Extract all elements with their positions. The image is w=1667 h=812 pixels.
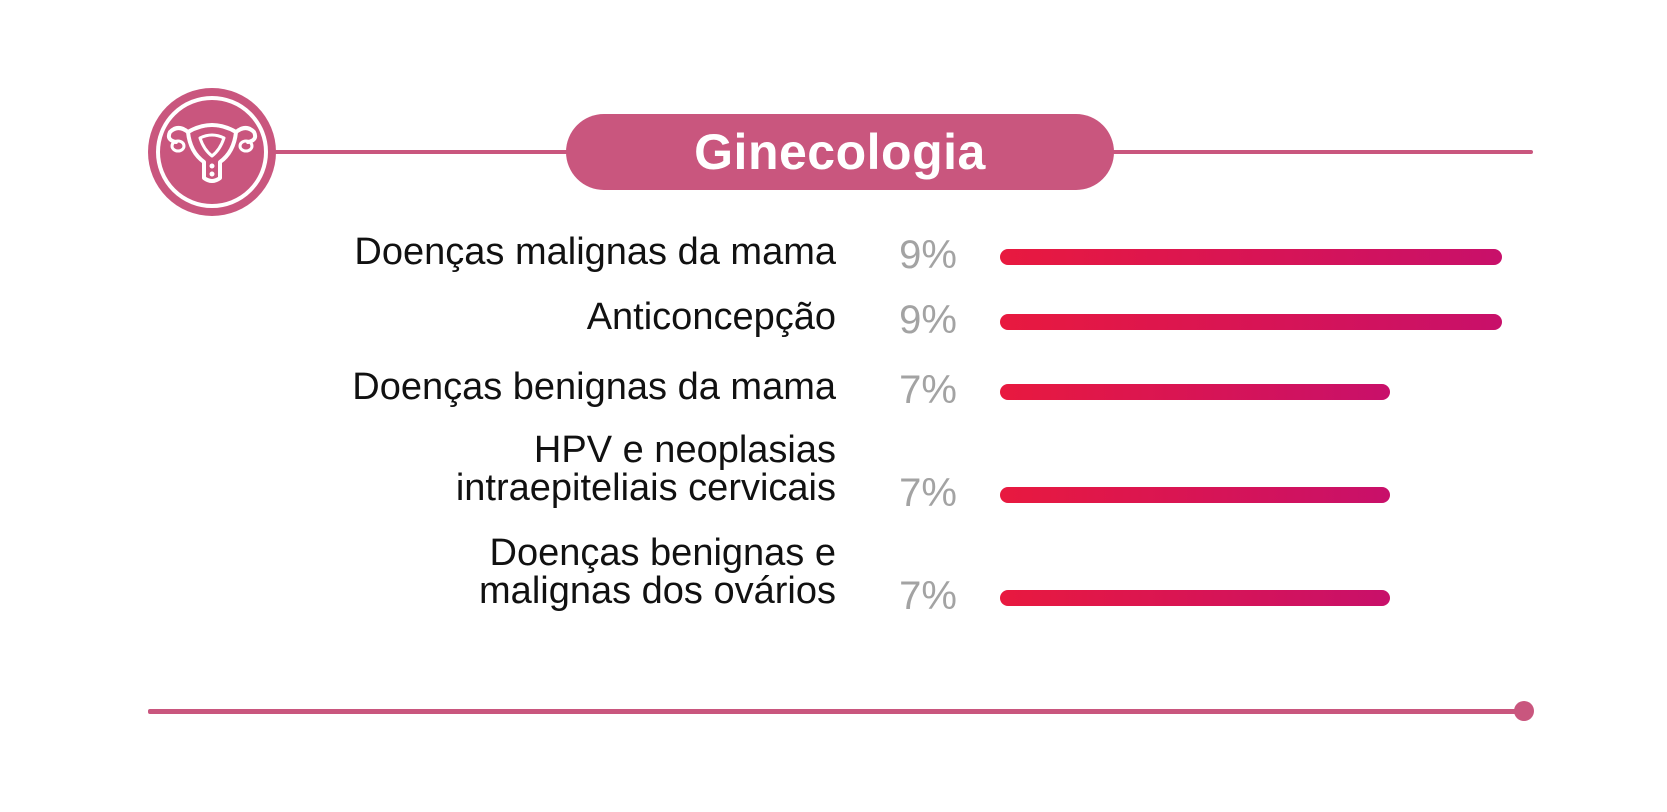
category-label-line: Doenças malignas da mama [354, 231, 836, 273]
category-label-line: Anticoncepção [586, 296, 836, 338]
value-label: 7% [899, 368, 957, 412]
category-label-line: HPV e neoplasias [533, 429, 836, 471]
category-label-line: Doenças benignas da mama [352, 366, 836, 408]
footer-rule-end-dot [1514, 701, 1534, 721]
value-label: 7% [899, 574, 957, 618]
uterus-icon [156, 96, 268, 208]
chart-title: Ginecologia [694, 124, 986, 180]
bar [1000, 487, 1390, 503]
bar [1000, 590, 1390, 606]
category-label: Doenças benignas e malignas dos ovários [479, 534, 836, 610]
category-label-line: intraepiteliais cervicais [455, 467, 836, 509]
category-label-line: malignas dos ovários [479, 570, 836, 612]
category-label: Anticoncepção [587, 298, 836, 336]
value-label: 9% [899, 298, 957, 342]
bar [1000, 314, 1502, 330]
category-label: HPV e neoplasias intraepiteliais cervicai… [456, 431, 836, 507]
title-pill: Ginecologia [566, 114, 1114, 190]
footer-rule [148, 709, 1523, 714]
bar [1000, 384, 1390, 400]
bar [1000, 249, 1502, 265]
category-icon-badge [148, 88, 276, 216]
value-label: 7% [899, 471, 957, 515]
category-label-line: Doenças benignas e [489, 532, 836, 574]
category-label: Doenças malignas da mama [354, 233, 836, 271]
category-label: Doenças benignas da mama [352, 368, 836, 406]
value-label: 9% [899, 233, 957, 277]
